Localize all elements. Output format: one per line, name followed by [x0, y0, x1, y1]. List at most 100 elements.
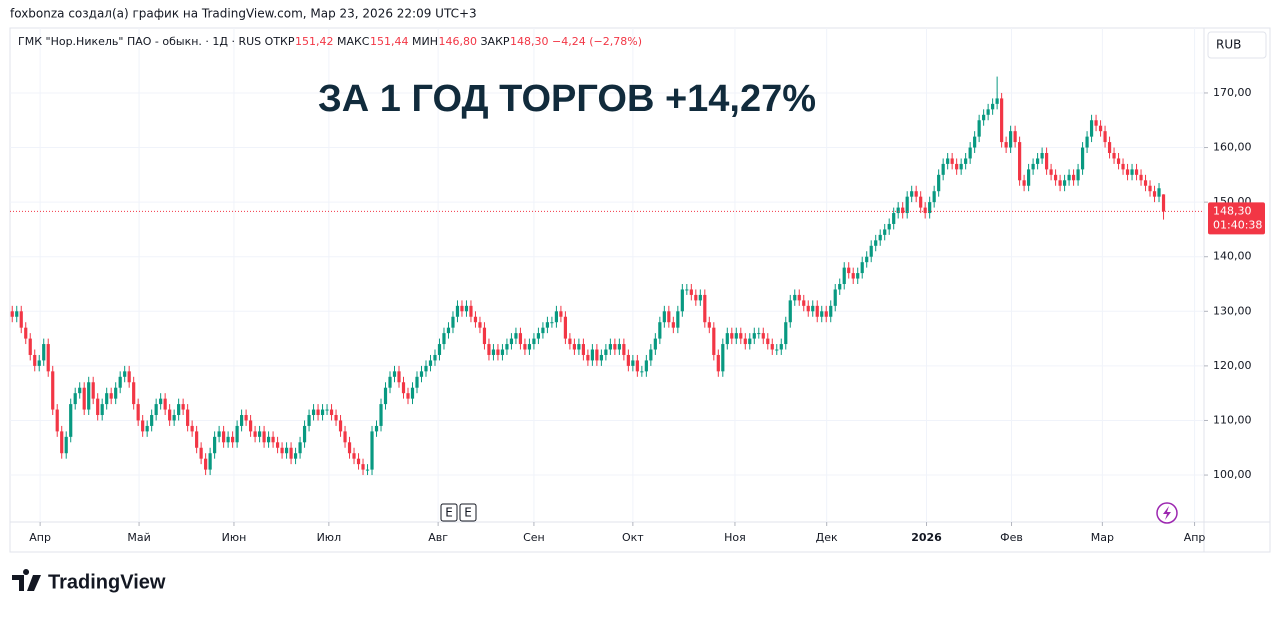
legend-value: 148,30 [510, 35, 549, 48]
candle-body [590, 349, 594, 361]
candle-body [374, 425, 379, 432]
candle-body [280, 447, 284, 454]
candle-body [707, 322, 711, 328]
last-price-label: 148,30 [1213, 204, 1252, 217]
candle-body [991, 103, 995, 110]
x-tick-label: 2026 [911, 531, 942, 544]
candle-body [838, 284, 842, 290]
candle-body [460, 305, 464, 312]
y-tick-label: 160,00 [1213, 141, 1252, 154]
candle-body [725, 333, 729, 345]
candle-body [1143, 180, 1148, 186]
event-marker: E [464, 506, 472, 520]
candle-body [883, 229, 887, 235]
candle-body [892, 213, 896, 224]
candle-body [370, 431, 374, 470]
candle-body [181, 404, 185, 410]
y-tick-label: 170,00 [1213, 86, 1252, 99]
candle-body [977, 120, 981, 137]
candle-body [559, 311, 563, 317]
candle-body [649, 349, 653, 361]
event-box[interactable] [440, 503, 458, 522]
candle-body [159, 398, 163, 405]
candle-body [100, 404, 104, 416]
candle-body [491, 349, 496, 355]
candle-body [523, 344, 527, 350]
candle-body [793, 294, 797, 301]
candle-body [10, 311, 14, 317]
candle-body [964, 158, 968, 164]
logo-icon [12, 569, 41, 591]
countdown: 01:40:38 [1213, 218, 1262, 231]
candle-body [550, 322, 554, 324]
candle-body [338, 420, 343, 432]
candle-body [1116, 158, 1121, 164]
candle-body [82, 387, 86, 410]
candle-body [316, 409, 320, 416]
candle-body [302, 425, 307, 443]
news-bolt [1163, 506, 1171, 520]
candle-body [730, 333, 734, 339]
candle-body [410, 387, 415, 399]
candle-body [496, 349, 500, 355]
candle-body [1071, 174, 1076, 181]
candle-body [240, 415, 244, 426]
candle-body [1161, 194, 1166, 212]
candle-body [19, 311, 23, 328]
candle-body [1103, 131, 1107, 143]
currency-box[interactable] [1207, 31, 1267, 59]
candle-body [482, 327, 487, 345]
candle-body [1125, 169, 1130, 175]
candle-body [811, 305, 815, 312]
candle-body [599, 354, 603, 361]
candle-body [24, 327, 28, 339]
candle-body [1121, 163, 1125, 170]
candle-body [905, 196, 909, 214]
event-box[interactable] [459, 503, 477, 522]
candle-body [231, 436, 235, 443]
candle-body [361, 464, 365, 470]
candle-body [213, 436, 217, 454]
candle-body [1076, 169, 1080, 181]
candle-body [716, 354, 720, 372]
x-tick-label: Окт [622, 531, 644, 544]
y-tick-label: 110,00 [1213, 413, 1252, 426]
legend-value: 146,80 [439, 35, 478, 48]
candle-body [761, 333, 765, 339]
candle-body [406, 393, 410, 399]
candle-body [671, 322, 675, 328]
candle-body [568, 338, 572, 345]
candle-body [257, 431, 262, 437]
candle-body [195, 431, 199, 448]
candle-body [298, 442, 302, 454]
candle-body [437, 344, 442, 355]
x-tick-label: Авг [428, 531, 448, 544]
candle-body [919, 196, 923, 208]
candle-body [15, 311, 19, 317]
candle-body [136, 404, 140, 421]
candle-body [527, 344, 532, 350]
candle-body [775, 349, 779, 351]
candle-body [563, 316, 568, 339]
y-tick-label: 120,00 [1213, 359, 1252, 372]
candle-body [847, 267, 851, 274]
candle-body [640, 371, 644, 373]
candle-body [397, 371, 401, 383]
candle-body [743, 338, 747, 345]
attribution: foxbonza создал(а) график на TradingView… [10, 7, 477, 21]
candle-body [60, 431, 64, 454]
legend-label: ЗАКР [481, 35, 510, 48]
candle-body [901, 207, 905, 214]
candle-body [96, 398, 100, 416]
x-tick-label: Фев [1000, 531, 1023, 544]
candle-body [284, 447, 289, 454]
candle-body [815, 305, 819, 317]
x-tick-label: Июн [222, 531, 247, 544]
legend-change: −4,24 (−2,78%) [552, 35, 642, 48]
candle-body [105, 393, 109, 405]
candle-body [721, 344, 725, 372]
candle-body [586, 354, 590, 361]
currency: RUB [1216, 38, 1241, 52]
candle-body [806, 305, 810, 312]
